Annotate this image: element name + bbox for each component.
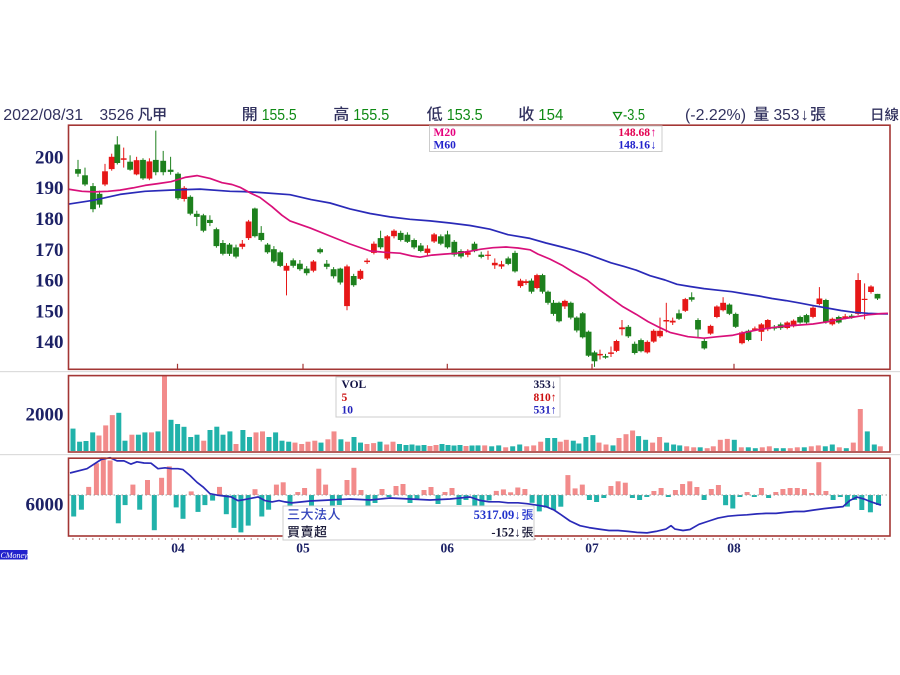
svg-text:07: 07 xyxy=(585,541,599,556)
svg-text:5317.09↓: 5317.09↓ xyxy=(474,508,521,522)
svg-text:-152↓: -152↓ xyxy=(491,526,520,540)
svg-text:531↑: 531↑ xyxy=(534,405,557,417)
svg-text:180: 180 xyxy=(35,209,64,230)
svg-text:148.68: 148.68 xyxy=(618,127,650,139)
svg-text:148.16: 148.16 xyxy=(618,140,650,152)
svg-text:155.5: 155.5 xyxy=(262,107,297,124)
svg-text:M20: M20 xyxy=(434,127,457,139)
svg-text:M60: M60 xyxy=(434,140,457,152)
svg-text:810↑: 810↑ xyxy=(534,392,557,404)
svg-text:06: 06 xyxy=(441,541,455,556)
svg-text:↓: ↓ xyxy=(801,106,809,124)
svg-text:5: 5 xyxy=(342,392,348,404)
svg-text:6000: 6000 xyxy=(26,495,64,516)
svg-text:153.5: 153.5 xyxy=(447,107,483,124)
svg-text:155.5: 155.5 xyxy=(353,107,389,124)
svg-text:-3.5: -3.5 xyxy=(623,107,645,124)
svg-text:10: 10 xyxy=(342,405,354,417)
svg-text:VOL: VOL xyxy=(342,379,367,391)
svg-text:2000: 2000 xyxy=(26,405,64,426)
svg-text:04: 04 xyxy=(171,541,185,556)
svg-text:05: 05 xyxy=(296,541,310,556)
svg-text:150: 150 xyxy=(35,301,64,322)
svg-text:(-2.22%): (-2.22%) xyxy=(685,107,746,124)
svg-text:190: 190 xyxy=(35,178,64,199)
svg-text:154: 154 xyxy=(538,107,563,124)
svg-text:CMoney: CMoney xyxy=(1,551,29,560)
svg-text:353↓: 353↓ xyxy=(534,379,557,391)
svg-text:3526: 3526 xyxy=(100,107,135,124)
svg-text:2022/08/31: 2022/08/31 xyxy=(3,107,83,124)
svg-text:140: 140 xyxy=(35,332,64,353)
svg-text:170: 170 xyxy=(35,240,64,261)
svg-text:↑: ↑ xyxy=(651,125,657,139)
svg-text:160: 160 xyxy=(35,271,64,292)
svg-text:200: 200 xyxy=(35,147,64,168)
svg-text:08: 08 xyxy=(727,541,741,556)
svg-text:353: 353 xyxy=(774,107,800,124)
svg-text:↓: ↓ xyxy=(651,138,657,152)
